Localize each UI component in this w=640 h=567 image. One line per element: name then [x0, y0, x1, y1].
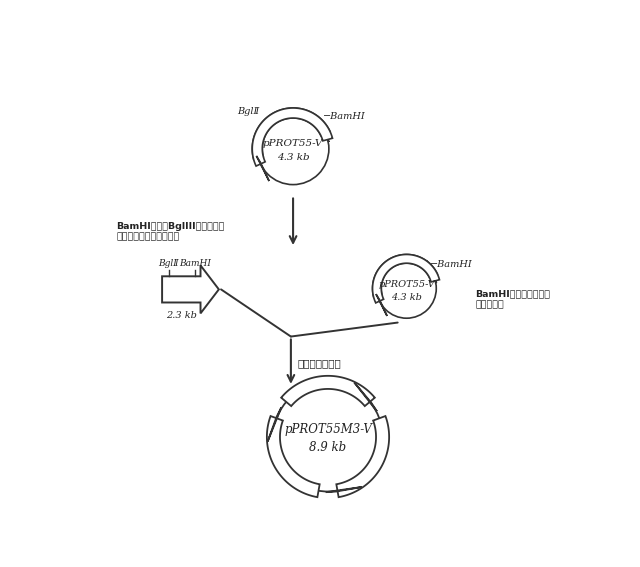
Text: ライゲートする: ライゲートする: [298, 358, 341, 368]
Polygon shape: [372, 255, 438, 297]
Polygon shape: [337, 416, 389, 497]
Polygon shape: [376, 294, 387, 316]
Text: pPROT55-V: pPROT55-V: [263, 139, 323, 148]
Text: −BamHⅠ: −BamHⅠ: [323, 112, 366, 121]
Text: pPROT55M3-V: pPROT55M3-V: [284, 422, 372, 435]
Text: 4.3 kb: 4.3 kb: [276, 153, 309, 162]
Polygon shape: [355, 383, 377, 411]
Polygon shape: [318, 116, 329, 142]
Text: BglⅡ: BglⅡ: [158, 259, 179, 268]
Polygon shape: [267, 416, 319, 497]
Polygon shape: [252, 108, 333, 166]
Text: 2.3 kb: 2.3 kb: [166, 311, 196, 320]
Text: BamHIおよびBglIIIで消化して
発現カセットを切り出す: BamHIおよびBglIIIで消化して 発現カセットを切り出す: [116, 222, 225, 242]
Text: −BamHⅠ: −BamHⅠ: [430, 260, 473, 269]
Text: 4.3 kb: 4.3 kb: [391, 293, 422, 302]
Polygon shape: [162, 265, 219, 314]
Polygon shape: [427, 261, 436, 284]
Text: BglⅡ: BglⅡ: [237, 107, 260, 116]
Polygon shape: [268, 408, 282, 442]
Polygon shape: [252, 108, 330, 159]
Text: 8.9 kb: 8.9 kb: [309, 441, 347, 454]
Polygon shape: [281, 376, 375, 406]
Text: BamHⅠ: BamHⅠ: [179, 259, 211, 268]
Text: pPROT55-V: pPROT55-V: [378, 280, 435, 289]
Polygon shape: [257, 156, 269, 181]
Polygon shape: [372, 255, 440, 303]
Polygon shape: [326, 487, 362, 492]
Text: BamHIで親ベクターを
直鎖化する: BamHIで親ベクターを 直鎖化する: [476, 290, 550, 309]
